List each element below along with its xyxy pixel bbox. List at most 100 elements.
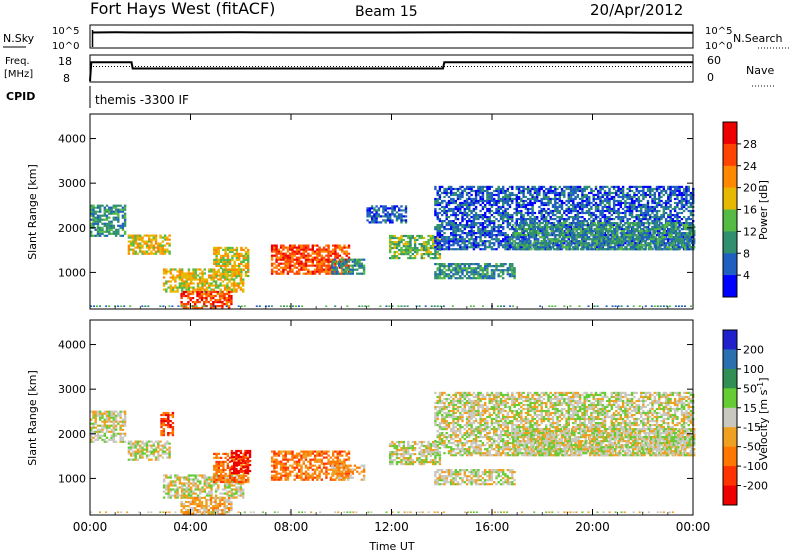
power-cell bbox=[481, 191, 485, 195]
power-cell bbox=[599, 232, 602, 235]
power-cell bbox=[669, 187, 672, 191]
power-cell bbox=[577, 240, 581, 243]
power-cell bbox=[601, 234, 604, 237]
power-cell bbox=[511, 197, 514, 201]
power-cell bbox=[438, 255, 442, 258]
power-cell bbox=[602, 228, 605, 231]
power-cell bbox=[189, 292, 192, 296]
power-cell bbox=[187, 303, 190, 306]
power-cell bbox=[506, 201, 509, 205]
power-cell bbox=[108, 210, 111, 213]
power-cell bbox=[99, 214, 102, 217]
power-cell bbox=[461, 238, 464, 241]
power-cell bbox=[643, 248, 646, 251]
power-cell bbox=[123, 220, 127, 223]
power-cell bbox=[434, 203, 437, 207]
power-cell bbox=[226, 252, 230, 255]
power-cell bbox=[247, 260, 250, 263]
power-cell bbox=[358, 262, 361, 265]
power-cell bbox=[542, 193, 546, 197]
power-cell bbox=[162, 272, 166, 275]
power-cell bbox=[567, 195, 570, 199]
power-cell bbox=[103, 222, 106, 225]
power-cell bbox=[231, 258, 234, 261]
power-cell bbox=[152, 234, 155, 237]
power-cell bbox=[182, 290, 186, 294]
power-cell bbox=[497, 224, 500, 227]
power-cell bbox=[633, 248, 636, 251]
power-cell bbox=[389, 251, 392, 254]
power-cell bbox=[375, 211, 378, 214]
power-cell bbox=[152, 252, 155, 255]
power-cell bbox=[295, 252, 299, 255]
power-cell bbox=[221, 290, 224, 294]
power-cell bbox=[105, 216, 109, 219]
power-cell bbox=[289, 268, 292, 271]
power-cell bbox=[436, 277, 439, 280]
power-cell bbox=[162, 276, 166, 279]
power-cell bbox=[520, 203, 523, 207]
power-cell bbox=[569, 222, 573, 225]
power-cell bbox=[434, 253, 437, 256]
power-cell bbox=[636, 234, 639, 237]
power-cell bbox=[438, 236, 442, 239]
power-cell bbox=[647, 238, 651, 241]
power-cell bbox=[282, 272, 285, 275]
power-cell bbox=[279, 262, 283, 265]
power-cell bbox=[479, 234, 482, 237]
power-cell bbox=[99, 216, 102, 219]
power-cell bbox=[545, 211, 548, 215]
power-cell bbox=[516, 228, 519, 231]
power-cell bbox=[629, 232, 633, 235]
power-cell bbox=[176, 276, 179, 279]
power-cell bbox=[420, 249, 423, 252]
power-cell bbox=[402, 253, 405, 256]
power-cell bbox=[490, 214, 494, 217]
power-cell bbox=[597, 209, 600, 213]
power-cell bbox=[484, 242, 487, 245]
power-cell bbox=[521, 248, 524, 251]
power-cell bbox=[642, 216, 645, 219]
power-cell bbox=[295, 256, 299, 259]
power-cell bbox=[514, 226, 517, 229]
power-cell bbox=[597, 220, 600, 223]
power-cell bbox=[461, 242, 464, 245]
power-cell bbox=[481, 218, 485, 221]
power-cell bbox=[92, 210, 95, 213]
power-cell bbox=[445, 246, 448, 249]
power-cell bbox=[649, 216, 652, 219]
power-cell bbox=[176, 270, 179, 273]
power-cell bbox=[302, 254, 305, 257]
power-cell bbox=[529, 228, 532, 231]
power-cell bbox=[461, 267, 464, 270]
power-cell bbox=[150, 252, 153, 255]
power-cell bbox=[522, 187, 525, 191]
power-cell bbox=[569, 209, 573, 213]
power-cell bbox=[569, 195, 573, 199]
power-cell bbox=[190, 274, 193, 277]
power-cell bbox=[624, 201, 627, 205]
power-cell bbox=[653, 197, 656, 201]
power-cell bbox=[497, 211, 500, 215]
power-cell bbox=[356, 264, 359, 267]
power-cell bbox=[463, 267, 466, 270]
power-cell bbox=[576, 193, 580, 197]
power-cell bbox=[508, 263, 512, 266]
power-cell bbox=[300, 266, 303, 269]
power-cell bbox=[638, 248, 642, 251]
power-cell bbox=[447, 220, 451, 223]
power-cell bbox=[456, 195, 460, 199]
power-cell bbox=[653, 232, 656, 235]
power-cell bbox=[139, 238, 142, 241]
power-cell bbox=[422, 253, 426, 256]
power-cell bbox=[132, 252, 135, 255]
power-cell bbox=[99, 218, 102, 221]
power-cell bbox=[217, 268, 220, 271]
power-cell bbox=[304, 244, 308, 247]
power-cell bbox=[322, 250, 326, 253]
power-cell bbox=[488, 240, 491, 243]
power-cell bbox=[497, 197, 500, 201]
power-cell bbox=[654, 246, 657, 249]
power-cell bbox=[521, 222, 524, 225]
power-cell bbox=[594, 214, 598, 217]
